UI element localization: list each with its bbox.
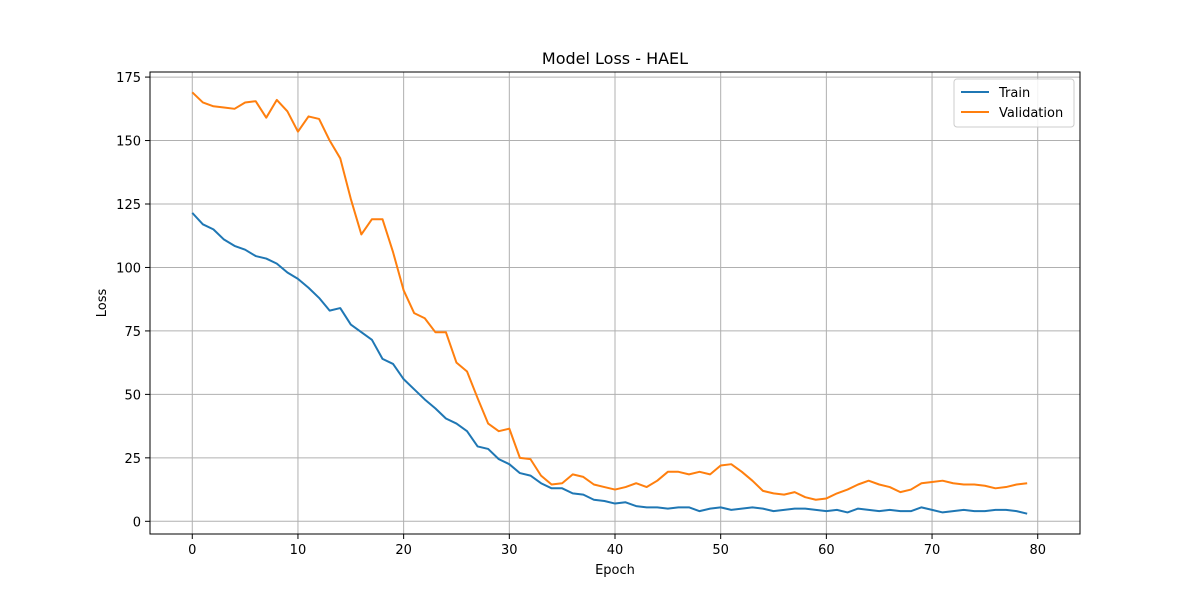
x-tick-label: 80 [1029,543,1046,558]
y-tick-label: 75 [124,325,141,340]
x-tick-label: 60 [818,543,835,558]
x-axis-label: Epoch [595,563,635,578]
y-tick-label: 125 [116,198,141,213]
legend-label-train: Train [998,86,1030,101]
chart-title: Model Loss - HAEL [542,49,688,68]
x-tick-label: 30 [501,543,518,558]
y-tick-label: 50 [124,388,141,403]
grid-lines [150,72,1080,534]
y-tick-label: 25 [124,452,141,467]
y-tick-label: 175 [116,71,141,86]
x-axis-ticks: 0 10 20 30 40 50 60 70 80 [188,534,1046,558]
series-lines [191,91,1028,515]
x-tick-label: 50 [712,543,729,558]
series-line-validation [191,91,1028,501]
y-axis-ticks: 0 25 50 75 100 125 150 175 [116,71,150,530]
y-tick-label: 100 [116,261,141,276]
x-tick-label: 0 [188,543,196,558]
y-tick-label: 0 [133,515,141,530]
legend-label-validation: Validation [999,106,1063,121]
series-line-train [191,212,1028,515]
x-tick-label: 20 [395,543,412,558]
y-axis-label: Loss [95,289,110,318]
x-tick-label: 10 [290,543,307,558]
x-tick-label: 40 [607,543,624,558]
x-tick-label: 70 [924,543,941,558]
y-tick-label: 150 [116,135,141,150]
legend: Train Validation [953,78,1075,128]
